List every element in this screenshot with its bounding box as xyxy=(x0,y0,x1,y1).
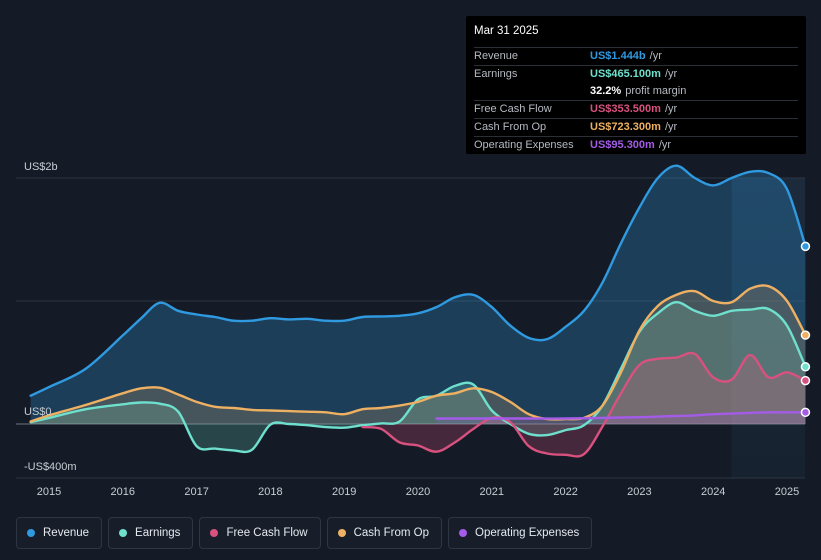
tooltip-value: US$95.300m xyxy=(590,139,655,151)
series-endpoint-earnings[interactable] xyxy=(800,362,811,372)
tooltip-row-revenue: Revenue US$1.444b /yr xyxy=(474,47,798,65)
chart-tooltip: Mar 31 2025 Revenue US$1.444b /yr Earnin… xyxy=(466,16,806,154)
legend-label: Operating Expenses xyxy=(475,527,580,539)
legend-dot-icon xyxy=(210,529,219,537)
tooltip-unit: /yr xyxy=(664,121,678,133)
tooltip-unit: /yr xyxy=(664,103,678,115)
x-axis-label: 2019 xyxy=(332,486,356,498)
x-axis-label: 2018 xyxy=(258,486,282,498)
tooltip-label: Earnings xyxy=(474,68,518,80)
y-axis-label: -US$400m xyxy=(24,461,77,473)
tooltip-row-profit-margin: 32.2% profit margin xyxy=(474,83,798,100)
tooltip-row-free-cash-flow: Free Cash Flow US$353.500m /yr xyxy=(474,100,798,118)
tooltip-unit: /yr xyxy=(649,50,662,62)
series-endpoint-cash-from-op[interactable] xyxy=(800,330,811,340)
x-axis-label: 2022 xyxy=(553,486,577,498)
chart-legend: Revenue Earnings Free Cash Flow Cash Fro… xyxy=(16,517,598,549)
x-axis-label: 2020 xyxy=(406,486,430,498)
series-endpoint-revenue[interactable] xyxy=(800,241,811,252)
legend-dot-icon xyxy=(119,529,128,537)
series-endpoint-operating-expenses[interactable] xyxy=(800,407,811,418)
legend-item-revenue[interactable]: Revenue xyxy=(16,517,103,549)
tooltip-row-cash-from-op: Cash From Op US$723.300m /yr xyxy=(474,118,798,136)
legend-label: Free Cash Flow xyxy=(226,527,308,539)
series-area-cash-from-op xyxy=(30,285,806,424)
legend-item-cash-from-op[interactable]: Cash From Op xyxy=(326,517,443,549)
tooltip-unit: /yr xyxy=(658,139,672,151)
series-endpoint-free-cash-flow[interactable] xyxy=(800,375,811,386)
legend-label: Revenue xyxy=(43,527,90,539)
tooltip-value: US$1.444b xyxy=(590,50,646,62)
series-line-free-cash-flow xyxy=(361,351,807,458)
legend-item-operating-expenses[interactable]: Operating Expenses xyxy=(448,517,593,549)
legend-dot-icon xyxy=(459,529,468,537)
x-axis-label: 2021 xyxy=(480,486,504,498)
x-axis-label: 2017 xyxy=(184,486,208,498)
series-area-free-cash-flow xyxy=(362,352,806,457)
tooltip-unit: profit margin xyxy=(625,85,687,97)
x-axis-label: 2025 xyxy=(775,486,799,498)
series-area-earnings xyxy=(30,302,806,452)
x-axis-label: 2024 xyxy=(701,486,725,498)
tooltip-label: Free Cash Flow xyxy=(474,103,552,115)
legend-item-free-cash-flow[interactable]: Free Cash Flow xyxy=(199,517,321,549)
tooltip-unit: /yr xyxy=(664,68,678,80)
legend-dot-icon xyxy=(27,529,35,537)
highlight-region xyxy=(731,178,805,478)
tooltip-value: US$723.300m xyxy=(590,121,661,133)
tooltip-value: US$353.500m xyxy=(590,103,661,115)
tooltip-row-earnings: Earnings US$465.100m /yr xyxy=(474,65,798,83)
tooltip-date: Mar 31 2025 xyxy=(474,25,539,37)
x-axis-label: 2023 xyxy=(627,486,651,498)
legend-label: Earnings xyxy=(135,527,181,539)
legend-label: Cash From Op xyxy=(353,527,430,539)
series-line-operating-expenses xyxy=(435,411,807,420)
y-axis-label: US$2b xyxy=(24,161,58,173)
y-axis-label: US$0 xyxy=(24,406,52,418)
tooltip-label: Cash From Op xyxy=(474,121,547,133)
tooltip-label: Revenue xyxy=(474,50,519,62)
series-area-revenue xyxy=(30,165,806,424)
x-axis-label: 2015 xyxy=(37,486,61,498)
tooltip-value: US$465.100m xyxy=(590,68,661,80)
tooltip-value: 32.2% xyxy=(590,85,622,97)
legend-item-earnings[interactable]: Earnings xyxy=(108,517,194,549)
series-line-cash-from-op xyxy=(29,284,807,423)
tooltip-row-operating-expenses: Operating Expenses US$95.300m /yr xyxy=(474,136,798,154)
x-axis-label: 2016 xyxy=(111,486,135,498)
legend-dot-icon xyxy=(337,529,346,537)
series-line-revenue xyxy=(29,164,807,397)
tooltip-label xyxy=(474,83,590,100)
tooltip-label: Operating Expenses xyxy=(474,139,574,151)
